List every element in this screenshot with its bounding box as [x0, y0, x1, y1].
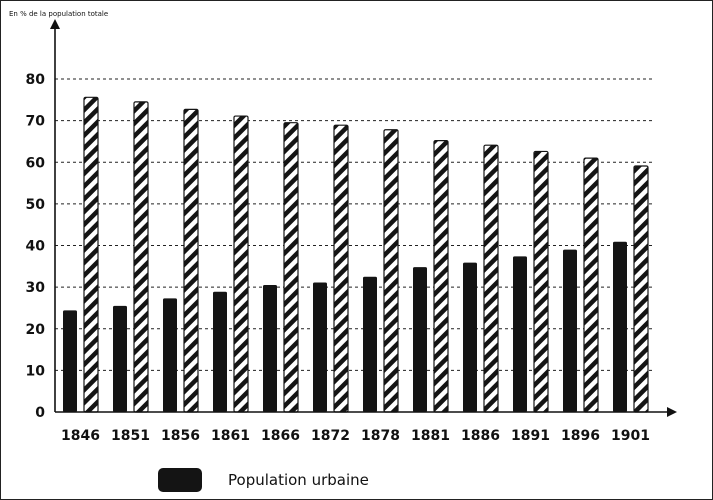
bar-hatched-1872: [333, 124, 349, 413]
bar-hatched-1866: [283, 122, 299, 413]
y-tick-label-50: 50: [26, 197, 46, 213]
bar-urban-1881: [413, 267, 427, 412]
legend: Population urbaine: [158, 467, 369, 493]
y-tick-label-20: 20: [26, 322, 46, 338]
bar-urban-1861: [213, 291, 227, 412]
x-tick-label-1866: 1866: [261, 428, 300, 444]
bar-urban-1851: [113, 305, 127, 412]
x-tick-label-1896: 1896: [561, 428, 600, 444]
bar-urban-1901: [613, 241, 627, 412]
gridlines: [55, 78, 653, 371]
x-tick-label-1872: 1872: [311, 428, 350, 444]
bar-hatched-1896: [583, 157, 599, 413]
bar-hatched-1901: [633, 165, 649, 413]
legend-swatch-population-urbaine: [158, 468, 202, 492]
y-tick-label-0: 0: [35, 405, 45, 421]
legend-label-population-urbaine: Population urbaine: [228, 471, 369, 489]
bar-hatched-1881: [433, 140, 449, 413]
x-tick-label-1886: 1886: [461, 428, 500, 444]
bar-hatched-1851: [133, 101, 149, 413]
x-tick-label-1891: 1891: [511, 428, 550, 444]
x-tick-label-1878: 1878: [361, 428, 400, 444]
y-tick-label-40: 40: [26, 239, 46, 255]
bar-urban-1878: [363, 276, 377, 412]
bar-hatched-1856: [183, 108, 199, 413]
bar-hatched-1891: [533, 150, 549, 413]
bar-hatched-1861: [233, 115, 249, 413]
x-tick-label-1846: 1846: [61, 428, 100, 444]
tick-labels: 0 10 20 30 40 50 60 70 80 1846 1851 1856 1861 1866 187…: [26, 72, 650, 444]
y-tick-label-30: 30: [26, 280, 46, 296]
bar-hatched-1846: [83, 96, 99, 413]
bar-hatched-1886: [483, 144, 499, 413]
y-axis-unit-label: En % de la population totale: [9, 10, 109, 18]
y-tick-label-80: 80: [26, 72, 46, 88]
axes: [50, 19, 677, 417]
bar-urban-1866: [263, 285, 277, 412]
y-tick-label-10: 10: [26, 363, 46, 379]
x-tick-label-1851: 1851: [111, 428, 150, 444]
y-tick-label-60: 60: [26, 155, 46, 171]
x-tick-label-1881: 1881: [411, 428, 450, 444]
x-tick-label-1856: 1856: [161, 428, 200, 444]
bar-urban-1872: [313, 282, 327, 412]
bar-urban-1886: [463, 262, 477, 412]
x-tick-label-1901: 1901: [611, 428, 650, 444]
bar-urban-1891: [513, 256, 527, 412]
x-tick-label-1861: 1861: [211, 428, 250, 444]
bar-hatched-1878: [383, 129, 399, 413]
bars: [63, 96, 649, 413]
bar-urban-1856: [163, 298, 177, 412]
bar-urban-1896: [563, 249, 577, 412]
bar-urban-1846: [63, 310, 77, 412]
y-tick-label-70: 70: [26, 114, 46, 130]
